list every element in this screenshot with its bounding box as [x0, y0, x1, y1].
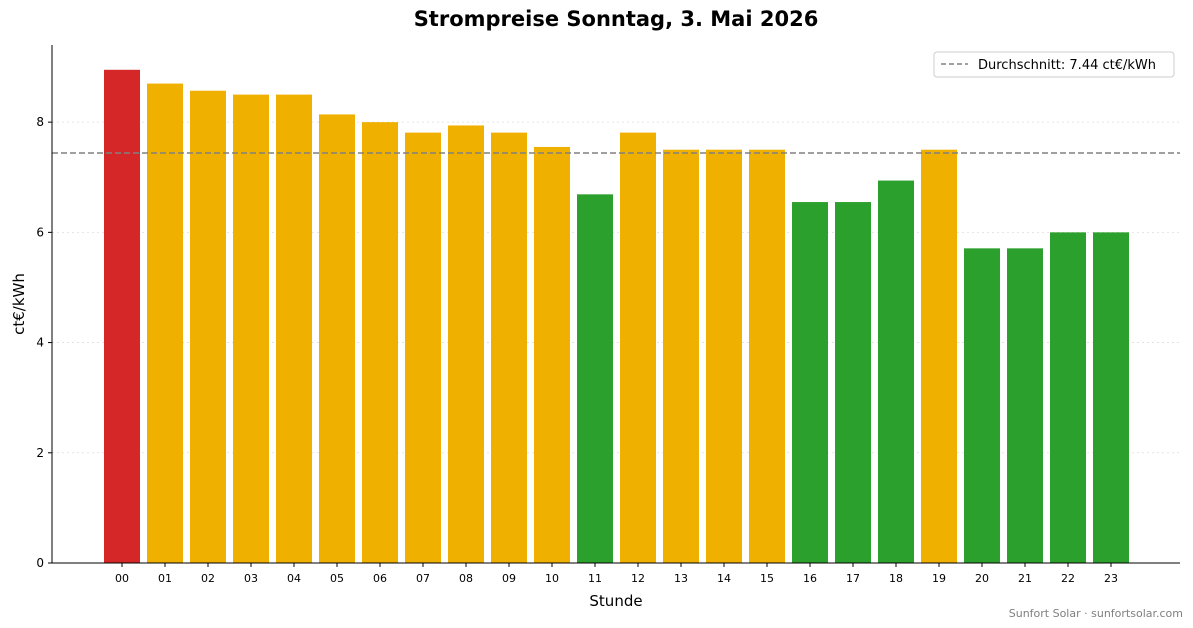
x-tick-label: 19: [932, 572, 946, 585]
bar-10: [534, 146, 570, 563]
legend: Durchschnitt: 7.44 ct€/kWh: [933, 51, 1175, 78]
bar-17: [835, 202, 871, 563]
x-tick-label: 09: [502, 572, 516, 585]
bar-15: [749, 149, 785, 563]
x-tick-label: 00: [115, 572, 129, 585]
x-tick-label: 13: [674, 572, 688, 585]
x-tick-label: 03: [244, 572, 258, 585]
x-tick-label: 08: [459, 572, 473, 585]
chart-title: Strompreise Sonntag, 3. Mai 2026: [414, 7, 819, 31]
x-tick-label: 22: [1061, 572, 1075, 585]
bar-12: [620, 132, 656, 564]
y-tick-label: 6: [36, 225, 44, 239]
bar-11: [577, 194, 613, 563]
bar-13: [663, 149, 699, 563]
bar-01: [147, 83, 183, 564]
bar-03: [233, 94, 269, 564]
x-tick-label: 04: [287, 572, 301, 585]
x-tick-label: 02: [201, 572, 215, 585]
bar-02: [190, 90, 226, 564]
x-ticks: 00 01 02 03 04 05 06 07 08 09 10 11 12 13 14 15 16 17 18 19…: [115, 563, 1118, 585]
x-tick-label: 12: [631, 572, 645, 585]
bar-06: [362, 122, 398, 564]
bar-08: [448, 125, 484, 563]
x-tick-label: 05: [330, 572, 344, 585]
y-tick-label: 2: [36, 446, 44, 460]
legend-entry: Durchschnitt: 7.44 ct€/kWh: [978, 58, 1156, 73]
bar-14: [706, 149, 742, 563]
x-tick-label: 21: [1018, 572, 1032, 585]
axes: [51, 45, 1180, 564]
credit-text: Sunfort Solar · sunfortsolar.com: [1009, 607, 1183, 620]
x-tick-label: 23: [1104, 572, 1118, 585]
bar-23: [1093, 232, 1129, 564]
x-tick-label: 15: [760, 572, 774, 585]
bar-09: [491, 132, 527, 564]
bar-19: [921, 149, 957, 563]
bar-21: [1007, 248, 1043, 563]
x-tick-label: 01: [158, 572, 172, 585]
y-ticks: 0 2 4 6 8: [36, 115, 52, 570]
x-tick-label: 11: [588, 572, 602, 585]
x-tick-label: 07: [416, 572, 430, 585]
legend-box: [933, 51, 1175, 78]
bar-22: [1050, 232, 1086, 564]
x-axis-label: Stunde: [589, 592, 642, 610]
bar-16: [792, 202, 828, 563]
x-tick-label: 10: [545, 572, 559, 585]
y-tick-label: 0: [36, 556, 44, 570]
x-tick-label: 17: [846, 572, 860, 585]
y-axis-label: ct€/kWh: [10, 273, 28, 335]
y-tick-label: 4: [36, 336, 44, 350]
bar-00: [104, 69, 140, 563]
x-tick-label: 14: [717, 572, 731, 585]
bar-04: [276, 94, 312, 564]
bars: [104, 69, 1129, 564]
bar-05: [319, 114, 355, 563]
bar-18: [878, 180, 914, 563]
bar-20: [964, 248, 1000, 563]
x-tick-label: 20: [975, 572, 989, 585]
bar-07: [405, 132, 441, 564]
x-tick-label: 16: [803, 572, 817, 585]
y-tick-label: 8: [36, 115, 44, 129]
x-tick-label: 18: [889, 572, 903, 585]
x-tick-label: 06: [373, 572, 387, 585]
